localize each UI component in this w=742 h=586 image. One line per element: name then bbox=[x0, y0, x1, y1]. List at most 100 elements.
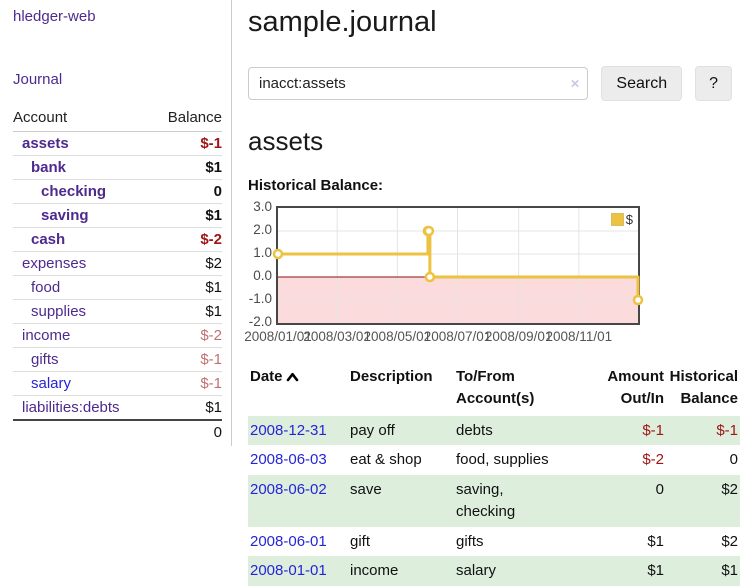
register-row: 2008-12-31 pay off debts $-1 $-1 bbox=[248, 415, 740, 446]
register-date-cell: 2008-12-31 bbox=[248, 416, 348, 446]
legend-swatch-icon bbox=[610, 213, 624, 226]
account-row: bank $1 bbox=[13, 155, 222, 180]
register-date-cell: 2008-06-02 bbox=[248, 475, 348, 527]
y-axis-label: 2.0 bbox=[253, 222, 272, 237]
x-axis-label: 2008/07/01 bbox=[423, 329, 492, 344]
register-amount-cell: $-1 bbox=[642, 421, 664, 439]
account-balance: $-1 bbox=[151, 347, 222, 372]
register-date-link[interactable]: 2008-01-01 bbox=[250, 562, 327, 580]
search-input[interactable] bbox=[248, 67, 589, 100]
register-row: 2008-06-01 gift gifts $1 $2 bbox=[248, 527, 740, 557]
register-table: Date Description To/From Account(s) Amou… bbox=[248, 364, 740, 586]
account-link[interactable]: food bbox=[31, 279, 61, 296]
account-row: gifts $-1 bbox=[13, 347, 222, 372]
register-column-accounts: To/From Account(s) bbox=[456, 368, 535, 407]
data-point-marker bbox=[272, 248, 284, 260]
clear-search-icon[interactable]: × bbox=[570, 75, 580, 92]
account-row: income $-2 bbox=[13, 323, 222, 348]
account-link[interactable]: bank bbox=[31, 159, 67, 176]
account-balance: $1 bbox=[151, 155, 222, 180]
register-amount-cell: $-2 bbox=[642, 451, 664, 469]
register-balance-cell: $1 bbox=[721, 562, 738, 580]
chart-canvas bbox=[272, 208, 644, 323]
account-link[interactable]: checking bbox=[41, 183, 107, 200]
account-balance: $1 bbox=[151, 203, 222, 228]
main-content: sample.journal × Search ? assets Histori… bbox=[232, 0, 740, 586]
chart-title: Historical Balance: bbox=[248, 177, 384, 194]
register-date-link[interactable]: 2008-06-02 bbox=[250, 481, 327, 498]
account-link[interactable]: salary bbox=[31, 375, 72, 392]
register-description-cell: save bbox=[350, 481, 382, 498]
register-description-cell: gift bbox=[350, 532, 371, 550]
account-link[interactable]: expenses bbox=[22, 255, 87, 272]
register-column-date[interactable]: Date bbox=[248, 364, 348, 416]
y-axis-label: 3.0 bbox=[253, 199, 272, 214]
historical-balance-chart: $ 3.0 2.0 1.0 0.0 -1.0 -2.0 2008/01/01 2008/03/… bbox=[244, 199, 732, 348]
account-balance: $-1 bbox=[151, 371, 222, 396]
search-form: × Search ? bbox=[248, 66, 732, 101]
chart-plot-area: $ bbox=[272, 206, 644, 325]
account-link[interactable]: saving bbox=[41, 207, 89, 224]
x-axis-label: 2008/01/01 bbox=[244, 329, 312, 344]
register-row: 2008-01-01 income salary $1 $1 bbox=[248, 556, 740, 586]
sidebar: hledger-web Journal Account Balance asse… bbox=[0, 0, 232, 446]
x-axis-label: 2008/03/01 bbox=[303, 329, 371, 344]
register-accounts-cell: salary bbox=[456, 562, 497, 580]
account-link[interactable]: assets bbox=[22, 135, 69, 152]
register-description-cell: eat & shop bbox=[350, 451, 422, 469]
accounts-total-balance: 0 bbox=[151, 419, 222, 444]
sort-ascending-icon bbox=[286, 372, 298, 382]
account-link[interactable]: income bbox=[22, 327, 71, 344]
account-balance: $1 bbox=[151, 299, 222, 324]
y-axis-label: 0.0 bbox=[253, 268, 272, 283]
register-column-description: Description bbox=[350, 368, 433, 385]
sidebar-item-journal[interactable]: Journal bbox=[13, 71, 63, 88]
account-link[interactable]: supplies bbox=[31, 303, 87, 320]
account-balance: $-1 bbox=[200, 135, 222, 152]
account-row: supplies $1 bbox=[13, 299, 222, 324]
accounts-total-row: 0 bbox=[13, 419, 222, 444]
data-point-marker bbox=[632, 294, 644, 306]
accounts-column-header: Account bbox=[13, 106, 152, 132]
register-balance-cell: $2 bbox=[721, 532, 738, 550]
brand-link[interactable]: hledger-web bbox=[13, 8, 96, 25]
register-accounts-cell: gifts bbox=[456, 532, 484, 550]
register-accounts-cell: saving, checking bbox=[456, 481, 516, 520]
x-axis-label: 2008/11/01 bbox=[545, 329, 613, 344]
account-title: assets bbox=[248, 126, 324, 156]
register-column-amount: Amount Out/In bbox=[607, 368, 664, 407]
register-accounts-cell: food, supplies bbox=[456, 451, 549, 469]
legend-series-label: $ bbox=[625, 212, 633, 227]
help-button[interactable]: ? bbox=[695, 66, 732, 101]
balance-column-header: Balance bbox=[151, 106, 222, 132]
account-link[interactable]: liabilities:debts bbox=[22, 399, 120, 416]
register-date-link[interactable]: 2008-06-01 bbox=[250, 532, 327, 550]
search-button[interactable]: Search bbox=[601, 66, 683, 101]
register-date-link[interactable]: 2008-12-31 bbox=[250, 421, 327, 439]
register-date-cell: 2008-06-03 bbox=[248, 445, 348, 475]
register-balance-cell: 0 bbox=[729, 451, 738, 469]
register-row: 2008-06-02 save saving, checking 0 $2 bbox=[248, 475, 740, 527]
register-balance-cell: $2 bbox=[721, 481, 738, 498]
account-balance: $-2 bbox=[151, 323, 222, 348]
account-balance: $2 bbox=[151, 251, 222, 276]
register-date-link[interactable]: 2008-06-03 bbox=[250, 451, 327, 469]
account-row: liabilities:debts $1 bbox=[13, 395, 222, 420]
register-amount-cell: $1 bbox=[647, 562, 664, 580]
account-balance: $-2 bbox=[151, 227, 222, 252]
account-row: assets $-1 bbox=[13, 132, 222, 156]
account-row: checking 0 bbox=[13, 179, 222, 204]
account-row: food $1 bbox=[13, 275, 222, 300]
data-point-marker bbox=[424, 271, 436, 283]
y-axis-label: -2.0 bbox=[248, 314, 272, 329]
account-link[interactable]: cash bbox=[31, 231, 66, 248]
x-axis-label: 2008/09/01 bbox=[484, 329, 553, 344]
register-column-balance: Historical Balance bbox=[669, 368, 738, 407]
register-date-cell: 2008-06-01 bbox=[248, 527, 348, 557]
register-row: 2008-06-03 eat & shop food, supplies $-2 0 bbox=[248, 445, 740, 475]
account-link[interactable]: gifts bbox=[31, 351, 59, 368]
account-balance: $1 bbox=[151, 275, 222, 300]
y-axis-label: 1.0 bbox=[253, 245, 272, 260]
account-row: saving $1 bbox=[13, 203, 222, 228]
